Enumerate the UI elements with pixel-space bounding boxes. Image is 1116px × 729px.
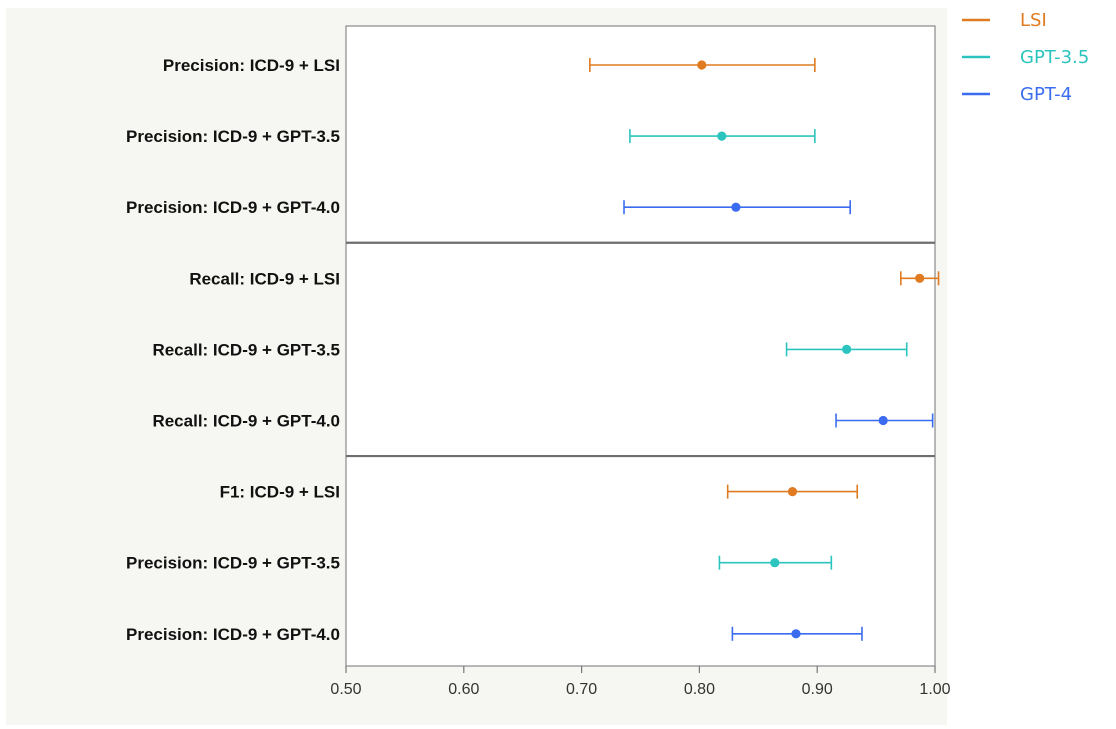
x-tick-label: 0.60: [448, 681, 479, 698]
row-label: F1: ICD-9 + LSI: [220, 483, 340, 502]
point-estimate-dot: [915, 273, 925, 283]
error-bar-row: [726, 484, 859, 499]
legend-label: GPT-4: [1020, 84, 1072, 105]
x-tick-label: 0.80: [684, 681, 715, 698]
error-bar-row: [900, 271, 940, 286]
row-label: Precision: ICD-9 + LSI: [163, 56, 340, 75]
x-tick-label: 0.90: [802, 681, 833, 698]
x-axis: 0.50 0.60 0.70 0.80 0.90 1.00: [330, 666, 951, 698]
group-separators: [346, 241, 935, 458]
error-bar-row: [623, 200, 851, 215]
point-estimate-dot: [878, 415, 888, 426]
legend: LSI GPT-3.5 GPT-4: [962, 10, 1089, 105]
row-label: Recall: ICD-9 + GPT-4.0: [152, 412, 340, 431]
error-bar-row: [835, 413, 934, 428]
plot-area: [345, 25, 936, 667]
row-label: Precision: ICD-9 + GPT-3.5: [126, 127, 340, 146]
point-estimate-dot: [791, 629, 801, 639]
legend-label: LSI: [1020, 10, 1047, 31]
error-bar-marks: [589, 58, 940, 641]
error-bar-row: [629, 129, 816, 144]
point-estimate-dot: [697, 60, 707, 70]
x-tick-label: 0.50: [330, 681, 361, 698]
error-bar-row: [589, 58, 816, 72]
point-estimate-dot: [731, 202, 741, 212]
error-bar-row: [718, 555, 833, 570]
point-estimate-dot: [787, 487, 798, 497]
error-bar-row: [731, 626, 863, 641]
point-estimate-dot: [770, 558, 780, 568]
point-estimate-dot: [717, 131, 727, 141]
error-bar-row: [785, 342, 908, 357]
row-label: Recall: ICD-9 + LSI: [189, 269, 340, 288]
row-label: Precision: ICD-9 + GPT-4.0: [126, 625, 340, 644]
row-label: Precision: ICD-9 + GPT-4.0: [126, 198, 340, 217]
row-label: Precision: ICD-9 + GPT-3.5: [126, 554, 340, 573]
row-label: Recall: ICD-9 + GPT-3.5: [152, 340, 340, 359]
x-tick-label: 0.70: [566, 681, 597, 698]
legend-label: GPT-3.5: [1020, 47, 1089, 68]
point-estimate-dot: [842, 344, 852, 354]
row-labels: Precision: ICD-9 + LSI Precision: ICD-9 +…: [126, 56, 340, 644]
x-tick-label: 1.00: [919, 681, 950, 698]
